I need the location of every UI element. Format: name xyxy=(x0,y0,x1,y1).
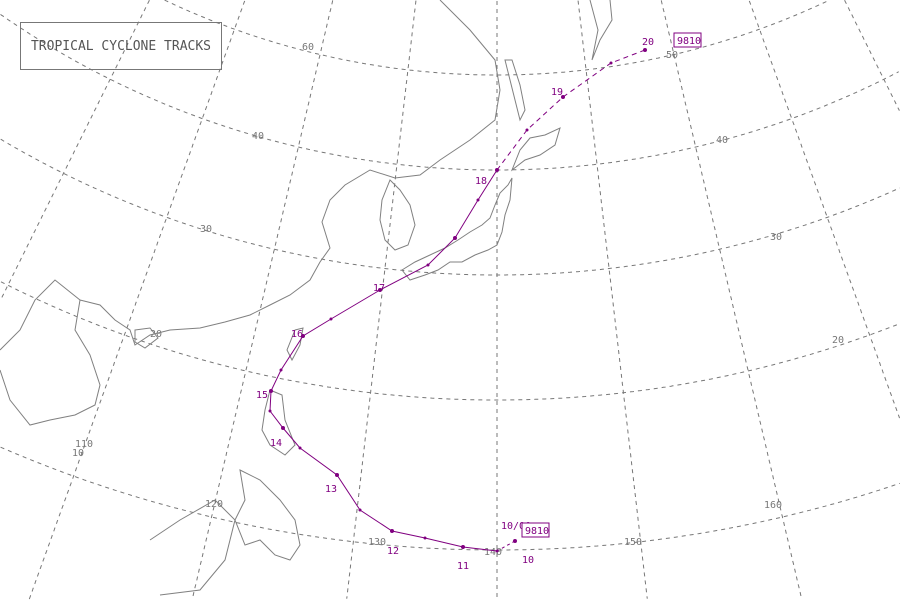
meridian-line-100 xyxy=(0,0,150,302)
cyclone-id-label: 9810 xyxy=(525,526,549,537)
longitude-label: 150 xyxy=(624,537,642,548)
latitude-label: 50 xyxy=(666,50,678,61)
latitude-line-40 xyxy=(0,14,899,171)
latitude-label: 10 xyxy=(72,448,84,459)
coast-borneo xyxy=(149,499,236,596)
latitude-label: 20 xyxy=(150,329,162,340)
track-point xyxy=(609,61,613,65)
latitude-label: 20 xyxy=(832,335,844,346)
track-point xyxy=(423,536,427,540)
latitude-line-20 xyxy=(0,281,899,401)
longitude-label: 110 xyxy=(75,439,93,450)
day-label: 19 xyxy=(551,87,563,98)
track-point xyxy=(643,48,647,52)
track-point xyxy=(525,128,529,132)
track-point xyxy=(281,426,285,430)
coast-luzon xyxy=(261,389,296,456)
day-label: 16 xyxy=(291,329,303,340)
coast-philippines-south xyxy=(234,469,301,561)
longitude-label: 160 xyxy=(764,500,782,511)
coast-indochina xyxy=(0,279,81,351)
longitude-label: 120 xyxy=(205,499,223,510)
day-label: 10 xyxy=(522,555,534,566)
coast-asia-mainland xyxy=(0,0,501,426)
track-line-solid xyxy=(269,169,498,552)
meridian-line-120 xyxy=(191,0,334,600)
coast-japan-honshu xyxy=(401,177,513,281)
meridian-line-170 xyxy=(748,0,900,419)
cyclone-id-label: 9810 xyxy=(677,36,701,47)
coast-japan-hokkaido xyxy=(510,127,561,172)
start-time-label: 10/00 xyxy=(501,521,531,532)
day-label: 11 xyxy=(457,561,469,572)
meridian-line-110 xyxy=(28,0,246,600)
meridian-line-180 xyxy=(844,0,900,111)
day-label: 17 xyxy=(373,283,385,294)
track-point xyxy=(358,508,362,512)
track-point xyxy=(513,539,517,543)
track-point xyxy=(426,263,430,267)
latitude-line-30 xyxy=(0,138,900,276)
coast-taiwan xyxy=(286,327,304,362)
day-label: 12 xyxy=(387,546,399,557)
track-point xyxy=(378,288,382,292)
meridian-line-130 xyxy=(346,0,417,599)
track-point xyxy=(298,446,302,450)
latitude-label: 40 xyxy=(252,131,264,142)
day-label: 20 xyxy=(642,37,654,48)
latitude-label: 30 xyxy=(770,232,782,243)
track-point xyxy=(279,368,283,372)
longitude-label: 130 xyxy=(368,537,386,548)
latitude-label: 30 xyxy=(200,224,212,235)
day-label: 18 xyxy=(475,176,487,187)
track-point xyxy=(268,409,272,413)
track-point xyxy=(390,529,394,533)
track-point xyxy=(561,95,565,99)
track-point xyxy=(335,473,339,477)
cyclone-id-box xyxy=(521,522,550,538)
track-point xyxy=(329,317,333,321)
coast-korea xyxy=(379,179,416,251)
coast-kamchatka xyxy=(589,0,613,61)
map-title: TROPICAL CYCLONE TRACKS xyxy=(20,22,222,70)
latitude-label: 40 xyxy=(716,135,728,146)
coastlines xyxy=(0,0,613,596)
track-point xyxy=(476,198,480,202)
day-label: 15 xyxy=(256,390,268,401)
track-point xyxy=(269,389,273,393)
coast-sakhalin xyxy=(504,59,526,122)
meridian-line-160 xyxy=(660,0,803,600)
latitude-line-10 xyxy=(0,446,900,551)
latitude-line-50 xyxy=(164,0,830,76)
meridian-line-150 xyxy=(577,0,648,599)
track-point xyxy=(301,334,305,338)
coast-hainan xyxy=(134,327,159,349)
latitude-label: 60 xyxy=(302,42,314,53)
longitude-label: 140 xyxy=(484,547,502,558)
track-point xyxy=(461,545,465,549)
cyclone-id-box xyxy=(673,32,702,48)
track-point xyxy=(495,168,499,172)
track-point xyxy=(495,549,499,553)
track-point xyxy=(453,236,457,240)
day-label: 14 xyxy=(270,438,282,449)
day-label: 13 xyxy=(325,484,337,495)
